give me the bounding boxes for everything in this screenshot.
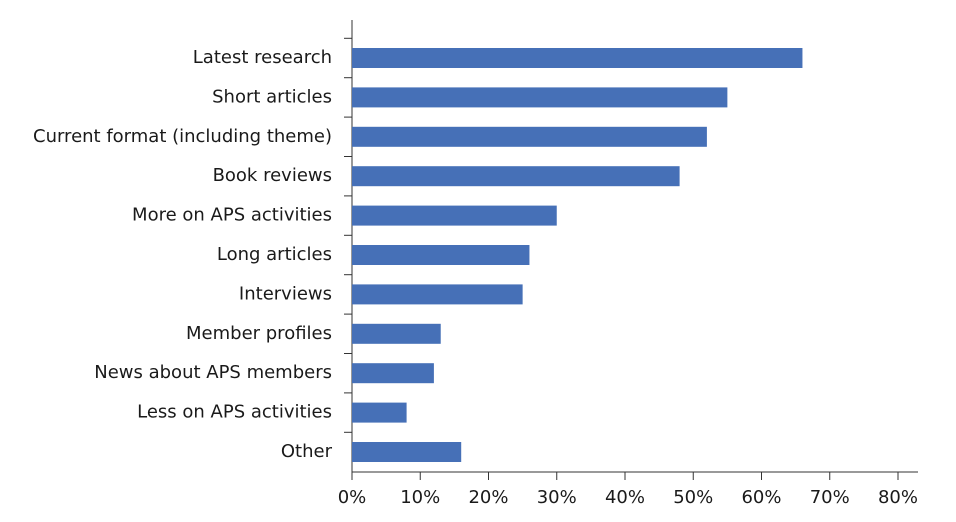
bar	[352, 48, 803, 68]
y-tick-label: Member profiles	[186, 323, 332, 344]
bar	[352, 442, 462, 462]
y-tick-label: Long articles	[217, 244, 332, 265]
x-tick-label: 30%	[537, 487, 577, 508]
bar	[352, 205, 557, 226]
bar	[352, 126, 707, 147]
y-tick-label: Latest research	[193, 47, 332, 68]
x-tick-label: 70%	[810, 487, 850, 508]
bar	[352, 363, 434, 384]
bar	[352, 402, 407, 423]
x-tick-label: 40%	[605, 487, 645, 508]
x-tick-label: 60%	[741, 487, 781, 508]
bar	[352, 166, 680, 187]
bar	[352, 87, 728, 108]
x-tick-label: 20%	[468, 487, 508, 508]
y-tick-label: More on APS activities	[132, 205, 332, 226]
bar	[352, 323, 441, 344]
x-tick-label: 0%	[338, 487, 367, 508]
y-tick-label: Short articles	[212, 86, 332, 107]
y-tick-label: News about APS members	[94, 362, 332, 383]
bar	[352, 284, 523, 305]
x-tick-label: 10%	[400, 487, 440, 508]
y-tick-label: Less on APS activities	[137, 402, 332, 423]
y-tick-label: Interviews	[239, 283, 332, 304]
bar	[352, 245, 530, 265]
y-tick-label: Current format (including theme)	[33, 126, 332, 147]
y-tick-label: Other	[281, 441, 333, 462]
x-tick-label: 80%	[878, 487, 918, 508]
y-tick-label: Book reviews	[213, 165, 332, 186]
x-tick-label: 50%	[673, 487, 713, 508]
